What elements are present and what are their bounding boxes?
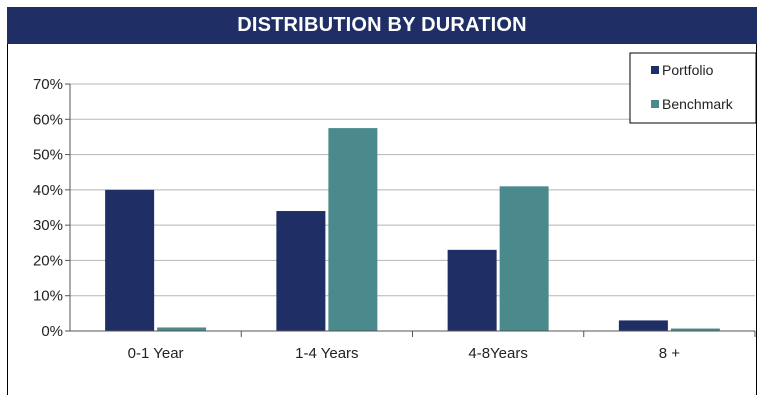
x-axis [69, 84, 756, 337]
bar-portfolio-3 [618, 320, 668, 331]
bar-portfolio-1 [276, 211, 326, 331]
x-tick-label: 0-1 Year [128, 345, 184, 362]
gridlines [65, 83, 755, 332]
bar-portfolio-0 [105, 189, 155, 331]
x-axis-ticks: 0-1 Year 1-4 Years 4-8Years 8 + [128, 345, 681, 362]
legend-swatch-portfolio [651, 66, 659, 74]
bar-benchmark-1 [328, 128, 378, 331]
y-tick-label: 50% [33, 147, 63, 164]
legend-swatch-benchmark [651, 100, 659, 108]
x-tick-label: 4-8Years [468, 345, 528, 362]
x-tick-label: 8 + [659, 345, 681, 362]
legend-box [629, 52, 757, 124]
y-tick-label: 10% [33, 288, 63, 305]
legend-label-portfolio: Portfolio [662, 62, 714, 78]
y-tick-label: 20% [33, 252, 63, 269]
y-tick-label: 0% [41, 323, 63, 340]
y-tick-label: 40% [33, 182, 63, 199]
bar-benchmark-2 [499, 186, 549, 331]
legend-label-benchmark: Benchmark [662, 96, 734, 112]
y-tick-label: 70% [33, 76, 63, 93]
y-tick-label: 60% [33, 111, 63, 128]
y-tick-label: 30% [33, 217, 63, 234]
x-tick-label: 1-4 Years [295, 345, 358, 362]
bar-portfolio-2 [447, 249, 497, 331]
y-axis-ticks: 0% 10% 20% 30% 40% 50% 60% 70% [33, 76, 63, 340]
chart-title: DISTRIBUTION BY DURATION [7, 7, 757, 44]
bar-benchmark-0 [157, 327, 207, 331]
bars [105, 128, 720, 331]
bar-benchmark-3 [670, 328, 720, 331]
legend: Portfolio Benchmark [629, 52, 757, 124]
